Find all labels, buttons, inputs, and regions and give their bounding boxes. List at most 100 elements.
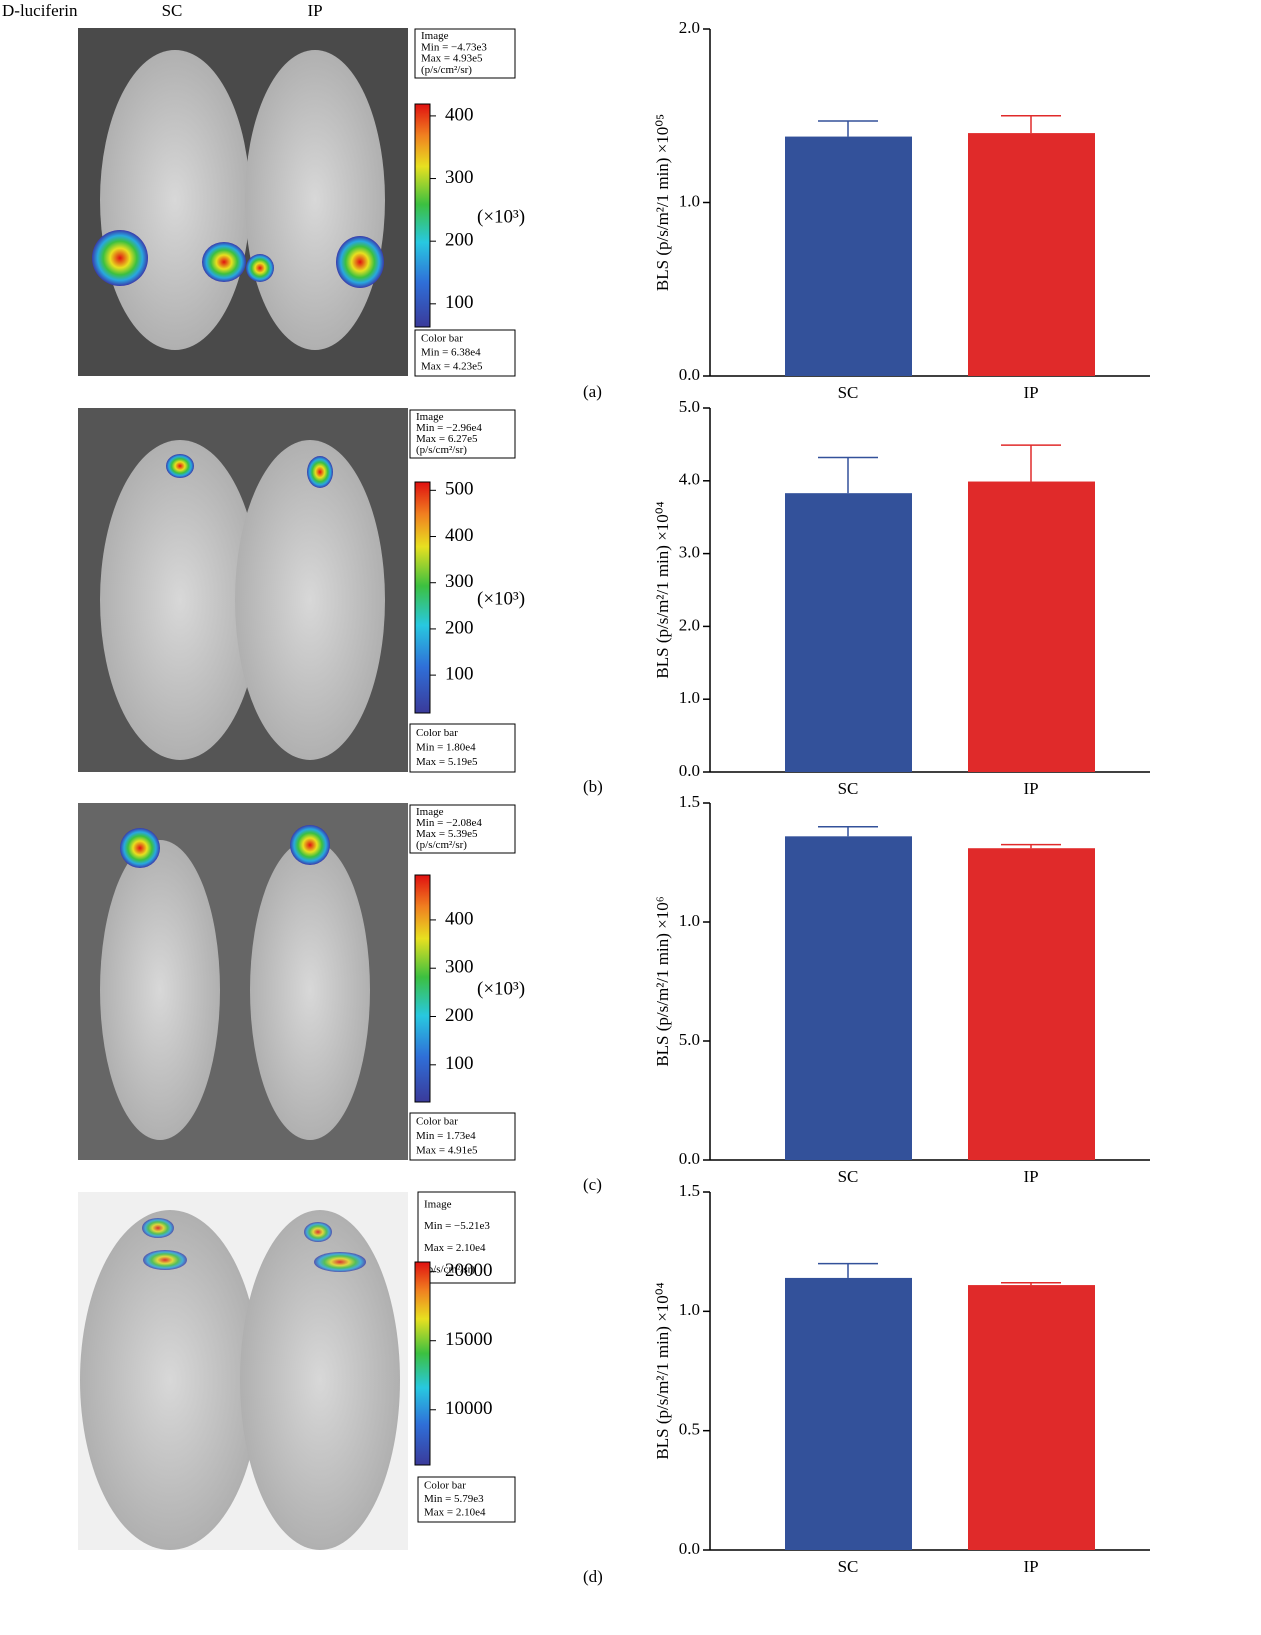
bar xyxy=(785,1277,912,1550)
color-bar xyxy=(414,874,431,1103)
color-bar-unit: (×10³) xyxy=(477,206,525,227)
color-bar-box-line: Min = 1.73e4 xyxy=(416,1130,476,1142)
color-bar-box xyxy=(417,1476,516,1523)
y-tick-label: 0.5 xyxy=(679,1420,700,1439)
color-bar-tick-label: 200 xyxy=(445,1005,474,1026)
image-info-line: Image xyxy=(424,1198,452,1210)
x-tick-label: IP xyxy=(1023,383,1038,402)
y-tick-label: 1.0 xyxy=(679,191,700,210)
color-bar-unit: (×10³) xyxy=(477,978,525,999)
y-tick-label: 0.0 xyxy=(679,365,700,384)
color-bar-box-line: Max = 2.10e4 xyxy=(424,1507,486,1519)
image-info-line: Max = 5.39e5 xyxy=(416,828,478,840)
color-bar xyxy=(414,1261,431,1466)
mouse-image-d xyxy=(78,1192,408,1550)
image-info-line: Min = −2.08e4 xyxy=(416,817,482,829)
color-bar-tick-label: 400 xyxy=(445,104,474,125)
image-info-line: Min = −5.21e3 xyxy=(424,1220,490,1232)
x-tick-label: SC xyxy=(838,1167,859,1186)
bar xyxy=(968,1285,1095,1550)
image-info-box xyxy=(417,1191,516,1284)
color-bar-box-line: Max = 5.19e5 xyxy=(416,756,478,768)
panel-label: (c) xyxy=(583,1175,602,1194)
y-tick-label: 2.0 xyxy=(679,18,700,37)
color-bar-tick-label: 300 xyxy=(445,167,474,188)
color-bar-tick-label: 100 xyxy=(445,292,474,313)
image-info-line: Min = −4.73e3 xyxy=(421,41,487,53)
image-info-line: Max = 4.93e5 xyxy=(421,53,483,65)
color-bar-unit: (×10³) xyxy=(477,588,525,609)
mouse-image-a xyxy=(78,28,408,376)
color-bar-tick-label: 15000 xyxy=(445,1329,493,1350)
x-tick-label: SC xyxy=(838,779,859,798)
header-sc: SC xyxy=(162,1,183,20)
image-info-line: (p/s/cm²/sr) xyxy=(416,444,467,456)
color-bar-box-line: Min = 1.80e4 xyxy=(416,742,476,754)
color-bar-box-line: Min = 6.38e4 xyxy=(421,347,481,359)
panel-label: (b) xyxy=(583,777,603,796)
mouse-image-c xyxy=(78,803,408,1160)
color-bar-tick-label: 400 xyxy=(445,525,474,546)
color-bar-box-line: Color bar xyxy=(416,1116,458,1128)
header-ip: IP xyxy=(307,1,322,20)
color-bar-tick-label: 200 xyxy=(445,230,474,251)
color-bar-tick-label: 500 xyxy=(445,479,474,500)
bar xyxy=(968,133,1095,376)
color-bar-tick-label: 200 xyxy=(445,617,474,638)
color-bar-tick-label: 300 xyxy=(445,957,474,978)
image-info-box xyxy=(409,804,516,854)
x-tick-label: IP xyxy=(1023,1557,1038,1576)
panel-label: (d) xyxy=(583,1567,603,1586)
y-tick-label: 2.0 xyxy=(679,615,700,634)
x-tick-label: SC xyxy=(838,383,859,402)
y-tick-label: 1.0 xyxy=(679,911,700,930)
y-tick-label: 0.0 xyxy=(679,1539,700,1558)
image-info-line: Image xyxy=(421,30,449,42)
bar xyxy=(785,493,912,772)
color-bar xyxy=(414,103,431,328)
y-axis-label: BLS (p/s/m²/1 min) ×10⁰⁵ xyxy=(653,114,672,291)
bar xyxy=(968,481,1095,772)
y-tick-label: 1.5 xyxy=(679,792,700,811)
x-tick-label: SC xyxy=(838,1557,859,1576)
y-tick-label: 0.0 xyxy=(679,761,700,780)
mouse-image-b xyxy=(78,408,408,772)
image-info-line: (p/s/cm²/sr) xyxy=(416,839,467,851)
color-bar-tick-label: 100 xyxy=(445,1053,474,1074)
y-tick-label: 1.5 xyxy=(679,1181,700,1200)
image-info-line: (p/s/cm²/sr) xyxy=(421,64,472,76)
image-info-line: Image xyxy=(416,806,444,818)
bar xyxy=(785,136,912,376)
color-bar-tick-label: 100 xyxy=(445,663,474,684)
y-axis-label: BLS (p/s/m²/1 min) ×10⁰⁴ xyxy=(653,501,672,678)
color-bar-tick-label: 20000 xyxy=(445,1260,493,1281)
color-bar-box-line: Color bar xyxy=(424,1479,466,1491)
image-info-line: Max = 6.27e5 xyxy=(416,433,478,445)
x-tick-label: IP xyxy=(1023,779,1038,798)
color-bar-tick-label: 300 xyxy=(445,571,474,592)
color-bar-box-line: Max = 4.91e5 xyxy=(416,1144,478,1156)
color-bar-box xyxy=(409,723,516,773)
y-tick-label: 1.0 xyxy=(679,688,700,707)
color-bar-box-line: Color bar xyxy=(416,727,458,739)
y-tick-label: 1.0 xyxy=(679,1300,700,1319)
color-bar-box-line: Color bar xyxy=(421,333,463,345)
image-info-box xyxy=(409,409,516,459)
y-axis-label: BLS (p/s/m²/1 min) ×10⁰⁴ xyxy=(653,1282,672,1459)
color-bar-tick-label: 10000 xyxy=(445,1398,493,1419)
bar xyxy=(785,836,912,1160)
color-bar-box xyxy=(409,1112,516,1161)
x-tick-label: IP xyxy=(1023,1167,1038,1186)
image-info-line: Min = −2.96e4 xyxy=(416,422,482,434)
color-bar-box-line: Min = 5.79e3 xyxy=(424,1493,484,1505)
image-info-line: Image xyxy=(416,411,444,423)
header-label: D-luciferin xyxy=(2,1,78,20)
image-info-box xyxy=(414,28,516,79)
y-tick-label: 5.0 xyxy=(679,1030,700,1049)
color-bar xyxy=(414,481,431,714)
y-tick-label: 3.0 xyxy=(679,543,700,562)
y-tick-label: 0.0 xyxy=(679,1149,700,1168)
